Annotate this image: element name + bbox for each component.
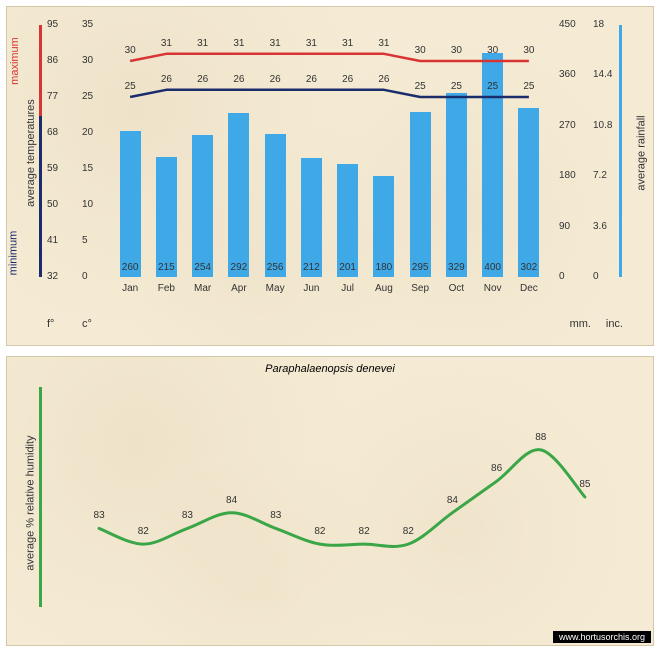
avg-temp-label: average temperatures bbox=[25, 99, 37, 207]
humidity-value: 85 bbox=[579, 479, 590, 490]
humidity-value: 84 bbox=[226, 495, 237, 506]
month-label: Feb bbox=[158, 283, 175, 294]
f-tick: 86 bbox=[47, 55, 58, 66]
humidity-value: 82 bbox=[403, 526, 414, 537]
temp-lines bbox=[112, 25, 547, 277]
humidity-label: average % relative humidity bbox=[25, 435, 37, 570]
month-label: Aug bbox=[375, 283, 393, 294]
inc-unit: inc. bbox=[606, 318, 623, 330]
month-label: Jun bbox=[303, 283, 319, 294]
humidity-value: 84 bbox=[447, 495, 458, 506]
humidity-chart-panel: Paraphalaenopsis denevei average % relat… bbox=[6, 356, 654, 646]
f-tick: 95 bbox=[47, 19, 58, 30]
mm-tick: 180 bbox=[559, 170, 576, 181]
month-label: Nov bbox=[484, 283, 502, 294]
c-tick: 15 bbox=[82, 163, 93, 174]
inc-tick: 18 bbox=[593, 19, 604, 30]
watermark: www.hortusorchis.org bbox=[553, 631, 651, 643]
c-tick: 25 bbox=[82, 91, 93, 102]
c-unit: c° bbox=[82, 318, 92, 330]
f-tick: 68 bbox=[47, 127, 58, 138]
mm-tick: 360 bbox=[559, 69, 576, 80]
humidity-line bbox=[77, 387, 607, 607]
mm-tick: 450 bbox=[559, 19, 576, 30]
c-tick: 0 bbox=[82, 271, 88, 282]
species-title: Paraphalaenopsis denevei bbox=[265, 363, 395, 375]
minimum-label: minimum bbox=[7, 231, 19, 276]
c-tick: 5 bbox=[82, 235, 88, 246]
inc-tick: 0 bbox=[593, 271, 599, 282]
month-label: Jan bbox=[122, 283, 138, 294]
f-tick: 32 bbox=[47, 271, 58, 282]
inc-tick: 7.2 bbox=[593, 170, 607, 181]
humidity-value: 83 bbox=[182, 510, 193, 521]
bottom-plot-area: 83 82 83 84 83 82 82 82 84 86 88 85 bbox=[77, 387, 607, 607]
c-tick: 30 bbox=[82, 55, 93, 66]
month-label: Mar bbox=[194, 283, 211, 294]
climate-chart-panel: minimum average temperatures maximum ave… bbox=[6, 6, 654, 346]
humidity-value: 83 bbox=[270, 510, 281, 521]
f-tick: 50 bbox=[47, 199, 58, 210]
f-tick: 41 bbox=[47, 235, 58, 246]
c-tick: 10 bbox=[82, 199, 93, 210]
f-unit: f° bbox=[47, 318, 54, 330]
humidity-value: 82 bbox=[359, 526, 370, 537]
humidity-value: 83 bbox=[94, 510, 105, 521]
mm-tick: 0 bbox=[559, 271, 565, 282]
humidity-value: 82 bbox=[138, 526, 149, 537]
root: minimum average temperatures maximum ave… bbox=[0, 0, 660, 660]
mm-tick: 270 bbox=[559, 120, 576, 131]
month-label: Oct bbox=[449, 283, 465, 294]
inc-tick: 14.4 bbox=[593, 69, 612, 80]
c-tick: 35 bbox=[82, 19, 93, 30]
month-label: May bbox=[266, 283, 285, 294]
mm-unit: mm. bbox=[570, 318, 591, 330]
top-plot-area: 2603025215312625431262923126256312621231… bbox=[112, 25, 547, 277]
maximum-label: maximum bbox=[9, 37, 21, 85]
f-tick: 59 bbox=[47, 163, 58, 174]
avg-rainfall-label: average rainfall bbox=[635, 115, 647, 190]
f-tick: 77 bbox=[47, 91, 58, 102]
c-tick: 20 bbox=[82, 127, 93, 138]
month-label: Sep bbox=[411, 283, 429, 294]
inc-tick: 3.6 bbox=[593, 221, 607, 232]
humidity-value: 88 bbox=[535, 432, 546, 443]
inc-tick: 10.8 bbox=[593, 120, 612, 131]
humidity-value: 86 bbox=[491, 463, 502, 474]
month-label: Dec bbox=[520, 283, 538, 294]
month-label: Apr bbox=[231, 283, 247, 294]
mm-tick: 90 bbox=[559, 221, 570, 232]
humidity-value: 82 bbox=[314, 526, 325, 537]
month-label: Jul bbox=[341, 283, 354, 294]
